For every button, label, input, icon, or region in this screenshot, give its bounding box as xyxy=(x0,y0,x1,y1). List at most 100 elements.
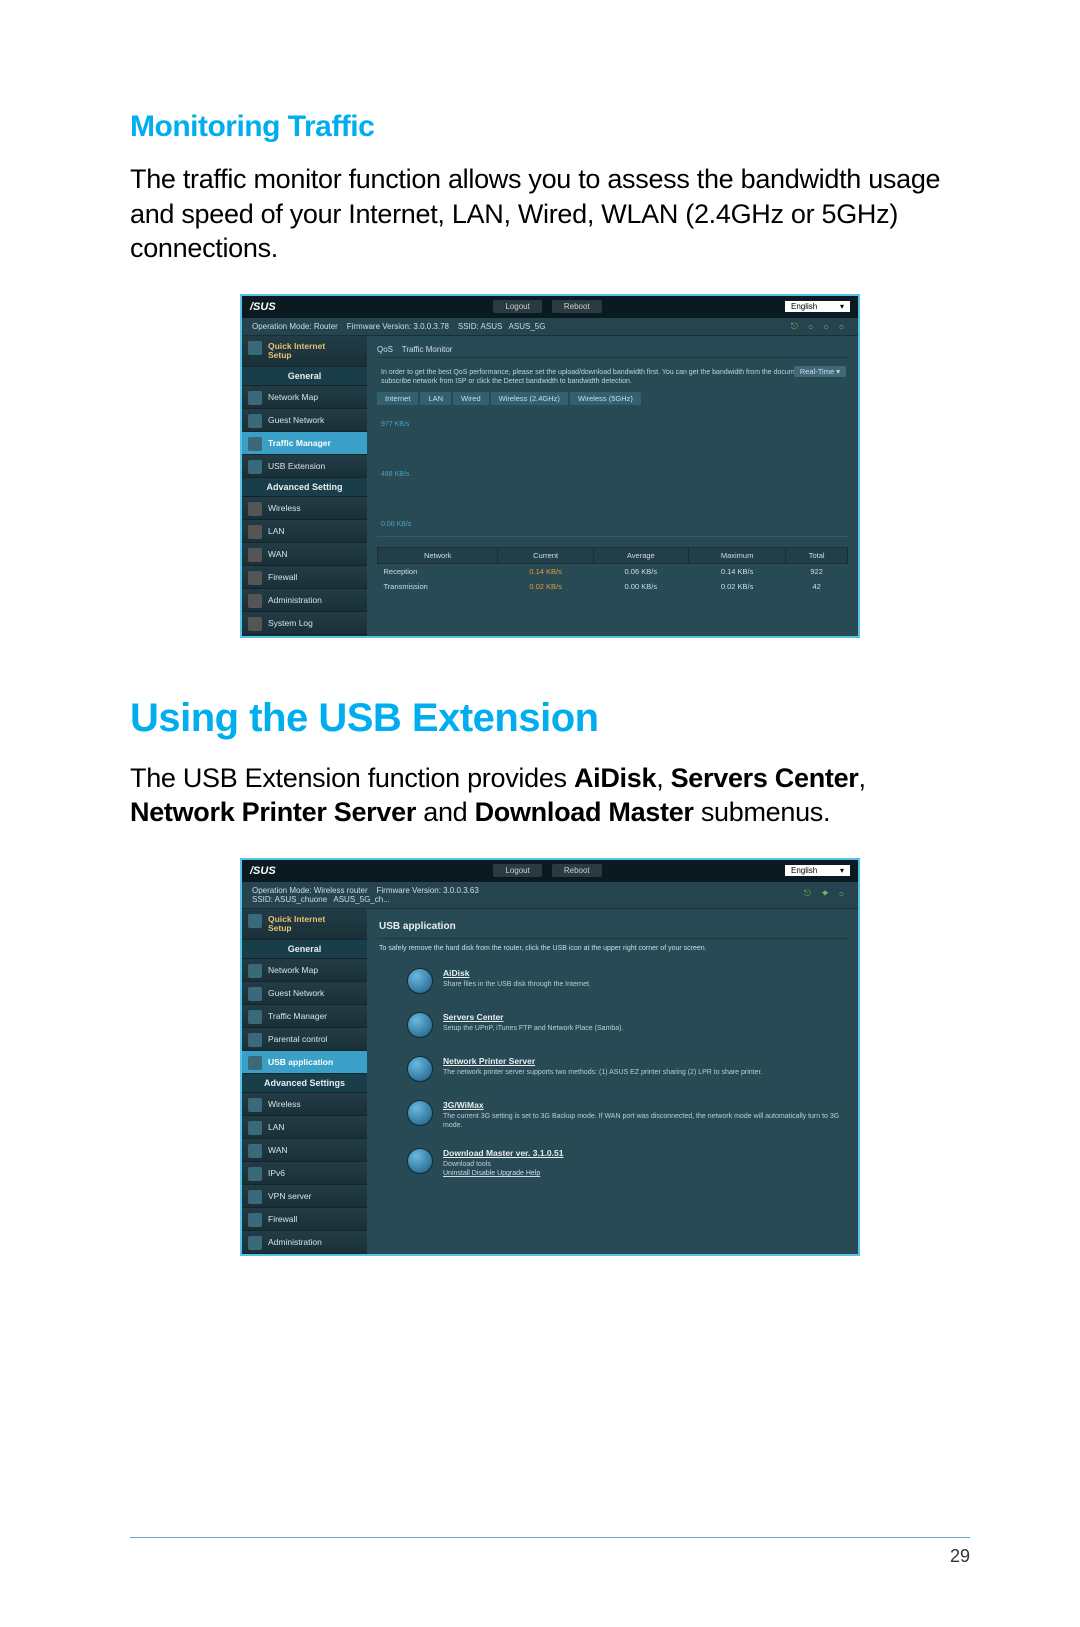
language-select[interactable]: English▾ xyxy=(785,865,850,876)
graph-y-label: 977 KB/s xyxy=(381,421,409,428)
language-select[interactable]: English▾ xyxy=(785,301,850,312)
sidebar-item-guest-network[interactable]: Guest Network xyxy=(242,982,367,1005)
router-header: /SUS Logout Reboot English▾ xyxy=(242,296,858,318)
infobar-text: Operation Mode: Router Firmware Version:… xyxy=(252,322,545,331)
logout-button[interactable]: Logout xyxy=(493,864,541,877)
sidebar-heading-advanced: Advanced Settings xyxy=(242,1074,367,1093)
download-master-icon xyxy=(407,1148,433,1174)
reboot-button[interactable]: Reboot xyxy=(552,864,602,877)
sidebar-item-wan[interactable]: WAN xyxy=(242,1139,367,1162)
th-network: Network xyxy=(378,547,498,563)
app-desc: The current 3G setting is set to 3G Back… xyxy=(443,1112,844,1130)
subtab-wireless-24[interactable]: Wireless (2.4GHz) xyxy=(491,392,568,405)
th-current: Current xyxy=(498,547,593,563)
sidebar-item-system-log[interactable]: System Log xyxy=(242,612,367,635)
sidebar-item-lan[interactable]: LAN xyxy=(242,1116,367,1139)
app-title: Servers Center xyxy=(443,1012,503,1022)
app-servers-center[interactable]: Servers Center Setup the UPnP, iTunes FT… xyxy=(377,1006,848,1050)
sidebar-label: Guest Network xyxy=(268,415,324,425)
sidebar-item-traffic-manager[interactable]: Traffic Manager xyxy=(242,432,367,455)
sidebar-item-network-map[interactable]: Network Map xyxy=(242,959,367,982)
reboot-button[interactable]: Reboot xyxy=(552,300,602,313)
sidebar-label: Wireless xyxy=(268,503,301,513)
traffic-manager-icon xyxy=(248,437,262,451)
status-icons: ⎋ ✦ ⚬ xyxy=(804,888,848,899)
router-infobar: Operation Mode: Wireless router Firmware… xyxy=(242,882,858,909)
realtime-toggle[interactable]: Real-Time ▾ xyxy=(794,366,846,377)
bold-servers-center: Servers Center xyxy=(671,763,859,793)
bold-network-printer: Network Printer Server xyxy=(130,797,416,827)
sidebar-item-usb-extension[interactable]: USB Extension xyxy=(242,455,367,478)
subtab-internet[interactable]: Internet xyxy=(377,392,418,405)
aidisk-icon xyxy=(407,968,433,994)
th-average: Average xyxy=(593,547,688,563)
subtab-wireless-5[interactable]: Wireless (5GHz) xyxy=(570,392,641,405)
sidebar-label: Wireless xyxy=(268,1099,301,1109)
sidebar-label: Guest Network xyxy=(268,988,324,998)
wrench-icon xyxy=(248,617,262,631)
chevron-down-icon: ▾ xyxy=(840,866,844,875)
sidebar-item-wireless[interactable]: Wireless xyxy=(242,497,367,520)
app-download-master[interactable]: Download Master ver. 3.1.0.51 Download t… xyxy=(377,1142,848,1190)
sidebar-item-guest-network[interactable]: Guest Network xyxy=(242,409,367,432)
sidebar-item-traffic-manager[interactable]: Traffic Manager xyxy=(242,1005,367,1028)
cell: 0.14 KB/s xyxy=(688,563,785,579)
sidebar-item-firewall[interactable]: Firewall xyxy=(242,1208,367,1231)
sidebar-label: Firewall xyxy=(268,572,297,582)
usb-application-icon xyxy=(248,1056,262,1070)
heading-usb-extension: Using the USB Extension xyxy=(130,696,970,741)
graph-y-label: 488 KB/s xyxy=(381,471,409,478)
sidebar-item-administration[interactable]: Administration xyxy=(242,1231,367,1254)
sidebar-item-wireless[interactable]: Wireless xyxy=(242,1093,367,1116)
sidebar-item-vpn-server[interactable]: VPN server xyxy=(242,1185,367,1208)
app-aidisk[interactable]: AiDisk Share files in the USB disk throu… xyxy=(377,962,848,1006)
cell: 0.00 KB/s xyxy=(593,579,688,594)
guest-network-icon xyxy=(248,987,262,1001)
usb-application-note: To safely remove the hard disk from the … xyxy=(377,939,848,962)
app-title: Network Printer Server xyxy=(443,1056,535,1066)
sidebar-item-qis[interactable]: Quick Internet Setup xyxy=(242,909,367,941)
sidebar-qis-label: Quick Internet Setup xyxy=(268,914,325,933)
lan-icon xyxy=(248,1121,262,1135)
qis-icon xyxy=(248,914,262,928)
sidebar-item-usb-application[interactable]: USB application xyxy=(242,1051,367,1074)
sidebar-label: Network Map xyxy=(268,392,318,402)
sidebar-item-administration[interactable]: Administration xyxy=(242,589,367,612)
row-reception-label: Reception xyxy=(378,563,498,579)
sidebar-label: Administration xyxy=(268,1237,322,1247)
app-title: Download Master ver. 3.1.0.51 xyxy=(443,1148,563,1158)
sidebar-item-firewall[interactable]: Firewall xyxy=(242,566,367,589)
top-tabs[interactable]: QoS Traffic Monitor xyxy=(377,342,848,358)
sidebar-label: Firewall xyxy=(268,1214,297,1224)
sidebar-label: WAN xyxy=(268,549,288,559)
wimax-icon xyxy=(407,1100,433,1126)
graph-y-label: 0.00 KB/s xyxy=(381,521,411,528)
sidebar-label: Traffic Manager xyxy=(268,438,331,448)
sidebar-label: LAN xyxy=(268,526,285,536)
firewall-icon xyxy=(248,1213,262,1227)
subtab-wired[interactable]: Wired xyxy=(453,392,489,405)
qis-icon xyxy=(248,341,262,355)
sidebar-item-parental-control[interactable]: Parental control xyxy=(242,1028,367,1051)
sidebar-item-ipv6[interactable]: IPv6 xyxy=(242,1162,367,1185)
th-maximum: Maximum xyxy=(688,547,785,563)
app-links[interactable]: Uninstall Disable Upgrade Help xyxy=(443,1169,844,1178)
cell: 922 xyxy=(786,563,848,579)
sidebar-item-qis[interactable]: Quick Internet Setup xyxy=(242,336,367,368)
cell: 0.14 KB/s xyxy=(498,563,593,579)
sidebar-heading-general: General xyxy=(242,367,367,386)
asus-logo: /SUS xyxy=(250,301,310,313)
sidebar-item-wan[interactable]: WAN xyxy=(242,543,367,566)
page-footer: 29 xyxy=(130,1537,970,1567)
network-stats-table: Network Current Average Maximum Total Re… xyxy=(377,547,848,594)
router-sidebar: Quick Internet Setup General Network Map… xyxy=(242,909,367,1255)
wan-icon xyxy=(248,1144,262,1158)
sidebar-item-network-map[interactable]: Network Map xyxy=(242,386,367,409)
cell: 0.06 KB/s xyxy=(593,563,688,579)
logout-button[interactable]: Logout xyxy=(493,300,541,313)
app-network-printer-server[interactable]: Network Printer Server The network print… xyxy=(377,1050,848,1094)
text: The USB Extension function provides xyxy=(130,763,574,793)
sidebar-item-lan[interactable]: LAN xyxy=(242,520,367,543)
app-3g-wimax[interactable]: 3G/WiMax The current 3G setting is set t… xyxy=(377,1094,848,1142)
subtab-lan[interactable]: LAN xyxy=(420,392,451,405)
